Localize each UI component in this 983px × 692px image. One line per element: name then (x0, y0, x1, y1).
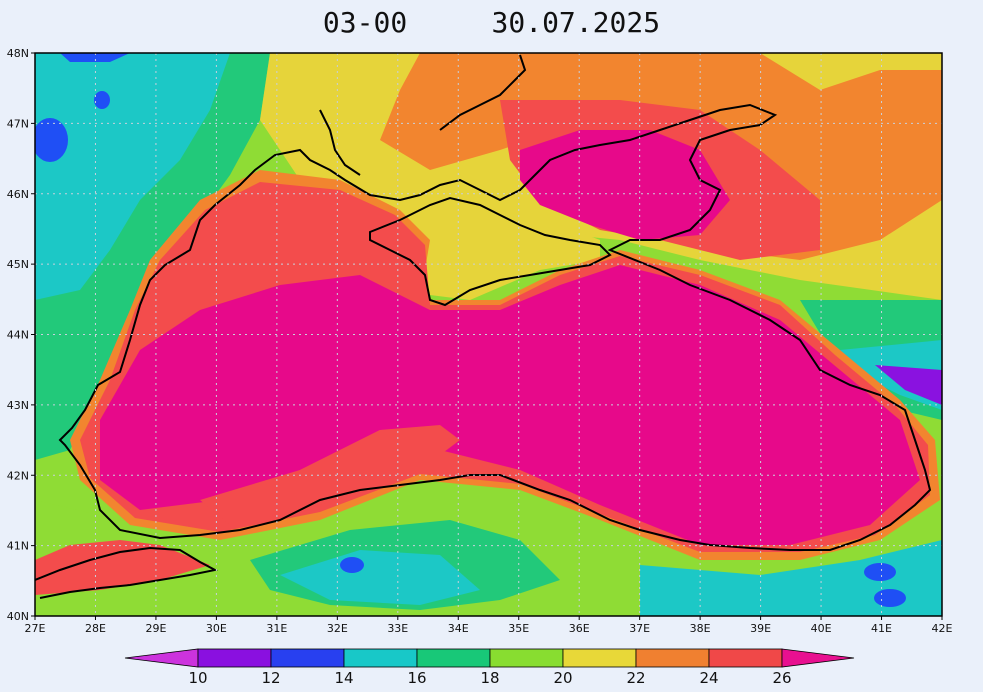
y-tick-label: 47N (7, 117, 29, 130)
field-west-blue-spot-2 (94, 91, 110, 109)
field-west-blue-spot (35, 118, 68, 162)
colorbar-box (562, 648, 637, 668)
colorbar-min-arrow (124, 648, 199, 668)
x-tick-label: 29E (145, 622, 166, 635)
black-sea-coast (58, 103, 932, 551)
y-tick-label: 45N (7, 258, 29, 271)
colorbar-label: 10 (188, 669, 207, 687)
field-se-blue-1 (864, 563, 896, 581)
colorbar-label: 12 (261, 669, 280, 687)
x-tick-label: 40E (811, 622, 832, 635)
field-s-blue (340, 557, 364, 573)
x-tick-label: 34E (448, 622, 469, 635)
colorbar-box (489, 648, 564, 668)
colorbar-box (635, 648, 710, 668)
x-axis: 27E 28E 29E 30E 31E 32E 33E 34E 35E 36E 37E 38E 39E 4… (25, 616, 953, 635)
colorbar: 10 12 14 16 18 20 22 24 26 (124, 648, 855, 687)
y-tick-label: 43N (7, 399, 29, 412)
colorbar-label: 16 (407, 669, 426, 687)
colorbar-box (270, 648, 345, 668)
x-tick-label: 36E (569, 622, 590, 635)
y-tick-label: 41N (7, 540, 29, 553)
y-tick-label: 46N (7, 188, 29, 201)
y-tick-label: 44N (7, 329, 29, 342)
x-tick-label: 30E (206, 622, 227, 635)
x-tick-label: 39E (750, 622, 771, 635)
colorbar-label: 26 (772, 669, 791, 687)
x-tick-label: 35E (508, 622, 529, 635)
field-west-blue-top (60, 53, 130, 62)
colorbar-box (197, 648, 272, 668)
colorbar-label: 20 (553, 669, 572, 687)
x-tick-label: 28E (85, 622, 106, 635)
azov-inner-coast (439, 54, 527, 131)
field-azov-magenta (520, 130, 730, 240)
y-axis: 40N 41N 42N 43N 44N 45N 46N 47N 48N (7, 47, 35, 623)
colorbar-label: 18 (480, 669, 499, 687)
graticule (35, 53, 942, 616)
colorbar-box (416, 648, 491, 668)
colorbar-box (343, 648, 418, 668)
x-tick-label: 38E (690, 622, 711, 635)
crimea-coast (369, 196, 612, 307)
colorbar-label: 24 (699, 669, 718, 687)
colorbar-label: 14 (334, 669, 353, 687)
field-marmara-red (35, 540, 210, 595)
x-tick-label: 31E (266, 622, 287, 635)
coastline (35, 54, 932, 599)
field-se-blue-2 (874, 589, 906, 607)
y-tick-label: 42N (7, 469, 29, 482)
title-date: 30.07.2025 (491, 6, 661, 39)
field-east-purple (875, 365, 942, 405)
x-tick-label: 41E (871, 622, 892, 635)
y-tick-label: 40N (7, 610, 29, 623)
x-tick-label: 42E (932, 622, 953, 635)
field-southeast-cyan (640, 540, 942, 616)
colorbar-label: 22 (626, 669, 645, 687)
map-title: 03-00 30.07.2025 (0, 6, 983, 39)
x-tick-label: 37E (629, 622, 650, 635)
field-south-cyan (280, 550, 480, 605)
field-west-cyan (35, 53, 230, 300)
colorbar-box (708, 648, 783, 668)
title-time: 03-00 (322, 6, 408, 39)
field-crimea-yellow (370, 195, 600, 300)
x-tick-label: 27E (25, 622, 46, 635)
x-tick-label: 32E (327, 622, 348, 635)
y-tick-label: 48N (7, 47, 29, 60)
dnieper-coast (319, 109, 361, 176)
colorbar-max-arrow (781, 648, 855, 668)
field-north-orange (380, 53, 590, 170)
x-tick-label: 33E (387, 622, 408, 635)
